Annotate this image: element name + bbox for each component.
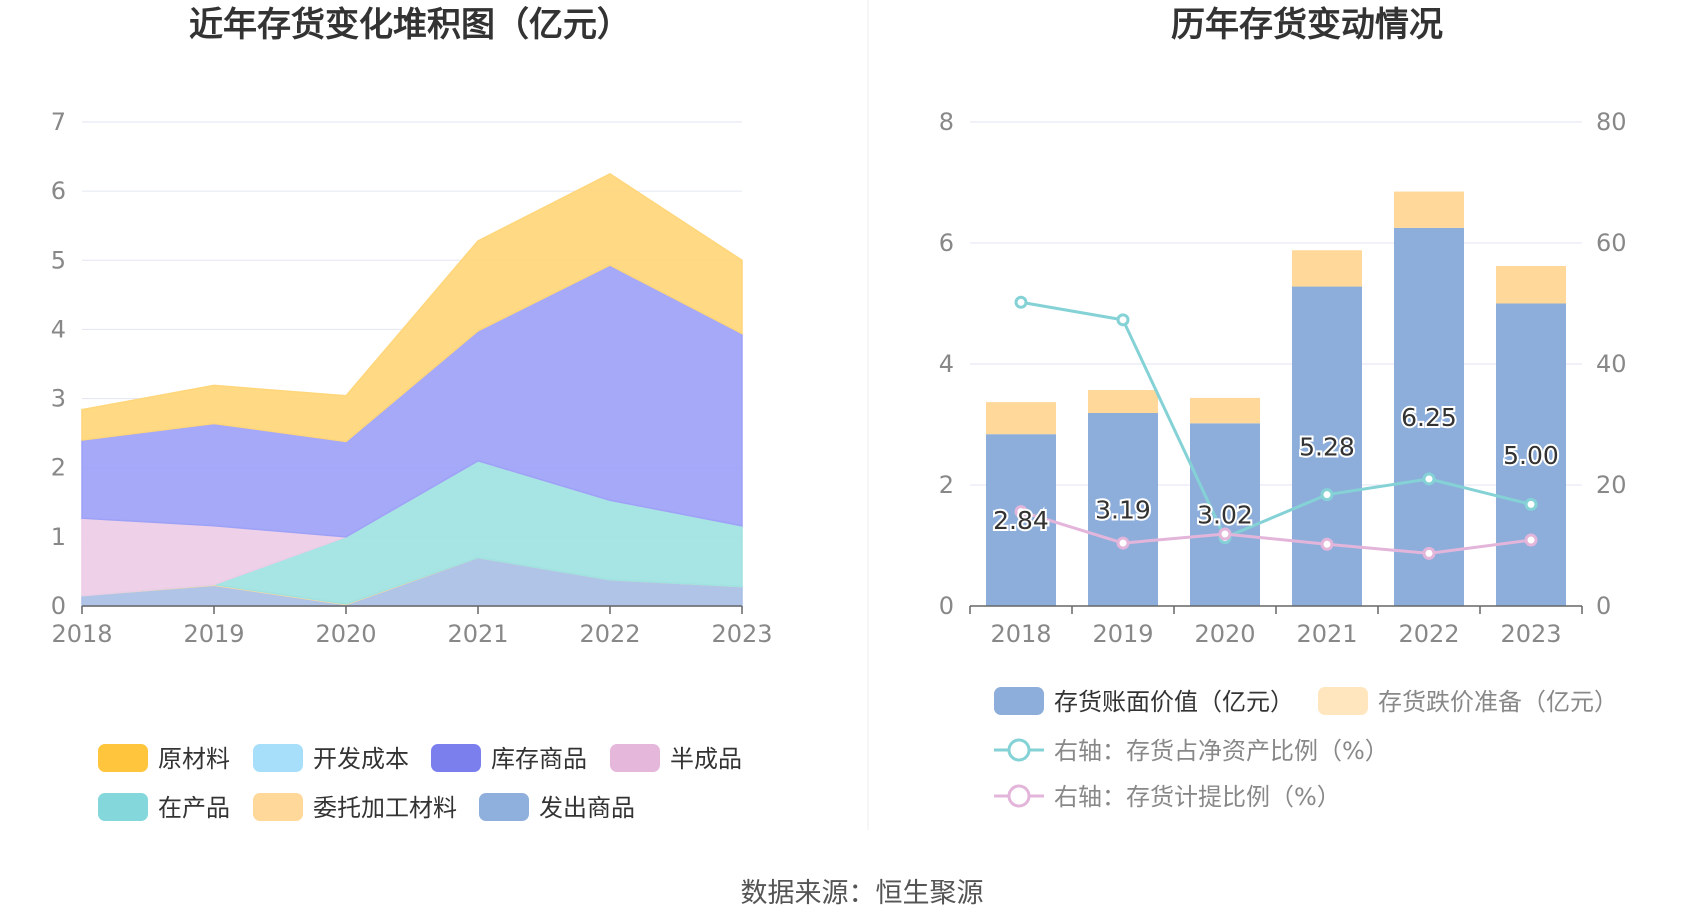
left-y-tick-label: 6 — [51, 177, 66, 205]
right-y2-tick-label: 60 — [1596, 229, 1627, 257]
left-y-tick-label: 2 — [51, 454, 66, 482]
left-x-tick-label: 2022 — [579, 620, 640, 648]
right-legend-label: 存货账面价值（亿元） — [1054, 688, 1294, 716]
left-legend-swatch — [253, 793, 303, 821]
bar-value-label: 2.84 — [993, 506, 1049, 535]
left-x-tick-label: 2019 — [183, 620, 244, 648]
bar-value-label: 3.19 — [1095, 496, 1151, 525]
right-legend-item[interactable]: 存货跌价准备（亿元） — [1318, 687, 1618, 716]
right-x-tick-label: 2020 — [1194, 620, 1255, 648]
left-legend-item[interactable]: 发出商品 — [479, 793, 635, 822]
right-legend-item[interactable]: 右轴：存货计提比例（%） — [994, 783, 1341, 811]
right-y-tick-label: 6 — [939, 229, 954, 257]
right-legend-swatch — [1318, 687, 1368, 715]
right-legend-item[interactable]: 存货账面价值（亿元） — [994, 687, 1294, 716]
right-legend-label: 右轴：存货占净资产比例（%） — [1054, 737, 1389, 765]
right-y-tick-label: 2 — [939, 471, 954, 499]
line-point — [1320, 488, 1334, 502]
bar-value-label: 5.28 — [1299, 432, 1355, 461]
right-x-tick-label: 2022 — [1398, 620, 1459, 648]
right-y2-tick-label: 20 — [1596, 471, 1627, 499]
bar-impairment-reserve — [1088, 390, 1158, 414]
left-legend-label: 在产品 — [158, 794, 230, 822]
right-y-tick-label: 4 — [939, 350, 954, 378]
left-legend-label: 半成品 — [670, 745, 742, 773]
left-y-tick-label: 4 — [51, 315, 66, 343]
left-legend-label: 开发成本 — [313, 745, 409, 773]
left-chart-title: 近年存货变化堆积图（亿元） — [189, 5, 631, 45]
right-y-tick-label: 0 — [939, 592, 954, 620]
line-point — [1320, 537, 1334, 551]
left-legend-swatch — [98, 744, 148, 772]
area-series-6 — [81, 172, 743, 443]
right-legend-swatch — [994, 687, 1044, 715]
right-legend-label: 存货跌价准备（亿元） — [1378, 688, 1618, 716]
bar-impairment-reserve — [986, 402, 1056, 435]
left-legend-swatch — [479, 793, 529, 821]
right-y2-tick-label: 0 — [1596, 592, 1611, 620]
data-source-footer: 数据来源：恒生聚源 — [741, 878, 984, 909]
left-legend-label: 发出商品 — [539, 794, 635, 822]
bar-book-value — [1496, 303, 1566, 606]
line-point — [1014, 295, 1028, 309]
left-x-tick-label: 2018 — [51, 620, 112, 648]
left-y-tick-label: 3 — [51, 385, 66, 413]
right-x-tick-label: 2018 — [990, 620, 1051, 648]
right-x-tick-label: 2021 — [1296, 620, 1357, 648]
right-legend-marker — [1007, 738, 1031, 762]
line-series-2 — [1020, 300, 1532, 540]
right-x-tick-label: 2019 — [1092, 620, 1153, 648]
left-legend-label: 委托加工材料 — [313, 794, 457, 822]
left-legend-item[interactable]: 半成品 — [610, 744, 742, 773]
bar-book-value — [1088, 413, 1158, 606]
bar-impairment-reserve — [1496, 265, 1566, 304]
left-legend-item[interactable]: 委托加工材料 — [253, 793, 457, 822]
left-legend-item[interactable]: 开发成本 — [253, 744, 409, 773]
left-y-tick-label: 1 — [51, 523, 66, 551]
line-point — [1524, 533, 1538, 547]
line-point — [1116, 536, 1130, 550]
bar-impairment-reserve — [1292, 250, 1362, 287]
left-legend-swatch — [431, 744, 481, 772]
bar-value-label: 3.02 — [1197, 501, 1253, 530]
left-legend-label: 库存商品 — [491, 745, 587, 773]
left-legend-swatch — [610, 744, 660, 772]
bar-value-label: 5.00 — [1503, 441, 1559, 470]
left-legend-label: 原材料 — [158, 745, 230, 773]
right-x-tick-label: 2023 — [1500, 620, 1561, 648]
line-point — [1014, 505, 1028, 519]
left-legend-swatch — [253, 744, 303, 772]
right-legend-marker — [1007, 784, 1031, 808]
bar-book-value — [1394, 227, 1464, 606]
right-legend-label: 右轴：存货计提比例（%） — [1054, 783, 1341, 811]
left-legend-swatch — [98, 793, 148, 821]
right-y2-tick-label: 80 — [1596, 108, 1627, 136]
left-legend-item[interactable]: 原材料 — [98, 744, 230, 773]
left-y-tick-label: 7 — [51, 108, 66, 136]
stacked-area-chart: 近年存货变化堆积图（亿元） 0 1 2 3 4 5 6 7 2018 2019 2020 2021 2… — [51, 5, 773, 822]
line-point — [1524, 497, 1538, 511]
right-legend-item[interactable]: 右轴：存货占净资产比例（%） — [994, 737, 1389, 765]
left-legend-item[interactable]: 库存商品 — [431, 744, 587, 773]
left-y-tick-label: 5 — [51, 246, 66, 274]
right-chart-title: 历年存货变动情况 — [1171, 5, 1443, 45]
left-legend-item[interactable]: 在产品 — [98, 793, 230, 822]
left-x-tick-label: 2020 — [315, 620, 376, 648]
left-x-tick-label: 2021 — [447, 620, 508, 648]
line-point — [1116, 313, 1130, 327]
bar-value-label: 6.25 — [1401, 403, 1457, 432]
bar-book-value — [1292, 286, 1362, 606]
right-y2-tick-label: 40 — [1596, 350, 1627, 378]
line-point — [1422, 546, 1436, 560]
line-series-3 — [1020, 510, 1532, 555]
line-point — [1218, 527, 1232, 541]
line-point — [1422, 472, 1436, 486]
left-x-tick-label: 2023 — [711, 620, 772, 648]
bar-impairment-reserve — [1190, 397, 1260, 424]
bar-book-value — [1190, 423, 1260, 606]
bar-impairment-reserve — [1394, 191, 1464, 228]
left-y-tick-label: 0 — [51, 592, 66, 620]
right-y-tick-label: 8 — [939, 108, 954, 136]
